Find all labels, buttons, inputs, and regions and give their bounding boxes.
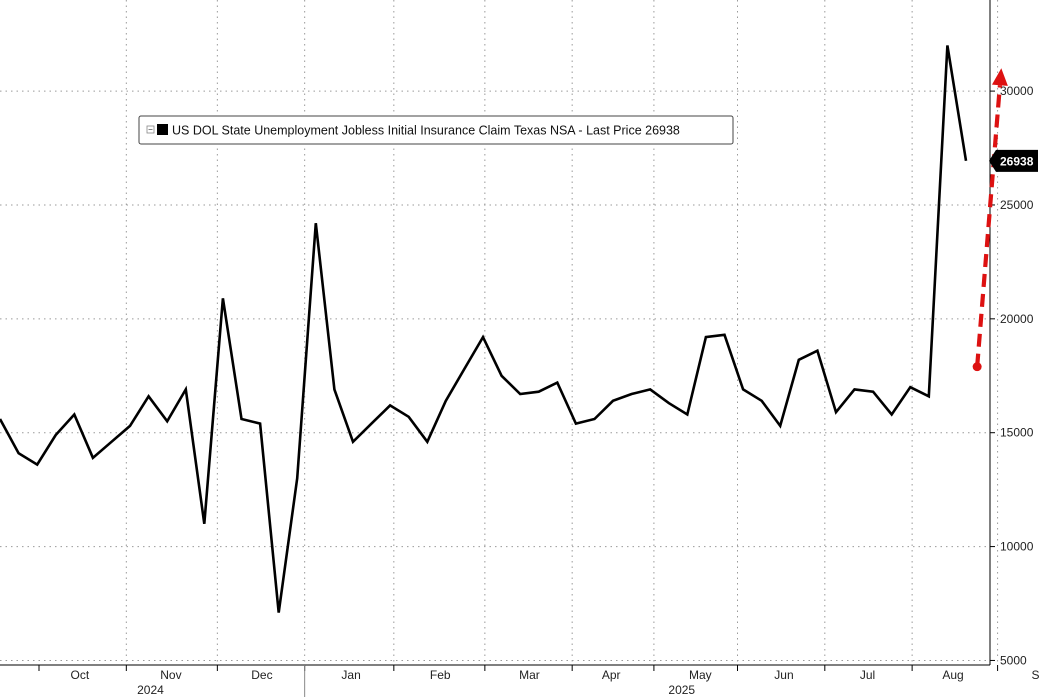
legend-box: [138, 115, 734, 145]
year-label: 2024: [137, 683, 164, 697]
month-label: Aug: [942, 668, 963, 682]
last-price-label: 26938: [1000, 154, 1034, 168]
y-tick-label: 30000: [1000, 84, 1034, 98]
year-label: 2025: [668, 683, 695, 697]
y-tick-label: 20000: [1000, 312, 1034, 326]
month-label: Jan: [341, 668, 360, 682]
last-price-tag: [989, 149, 1038, 172]
x-tick-labels: Oct Nov Dec Jan Feb Mar Apr May Jun Jul Aug Sep 2024…: [71, 668, 1039, 697]
y-tick-label: 10000: [1000, 540, 1034, 554]
month-label: Jun: [774, 668, 793, 682]
month-label: Sep: [1031, 668, 1039, 682]
last-price: 26938: [989, 149, 1038, 172]
month-label: Jul: [860, 668, 875, 682]
legend-label: US DOL State Unemployment Jobless Initia…: [172, 124, 680, 138]
axes: [0, 0, 999, 697]
y-tick-label: 25000: [1000, 198, 1034, 212]
legend: US DOL State Unemployment Jobless Initia…: [138, 115, 734, 145]
series-line: [0, 45, 968, 613]
month-label: Nov: [160, 668, 181, 682]
y-tick-label: 15000: [1000, 426, 1034, 440]
y-tick-labels: 5000 10000 15000 20000 25000 30000: [1000, 84, 1034, 667]
series: [0, 45, 968, 613]
month-label: Mar: [519, 668, 540, 682]
annotations: [972, 68, 1008, 372]
month-label: Apr: [602, 668, 621, 682]
month-label: May: [689, 668, 712, 682]
month-label: Dec: [251, 668, 272, 682]
red-up-arrow-shaft: [975, 85, 1003, 367]
red-up-arrow-head: [992, 68, 1008, 86]
gridlines: [0, 0, 999, 665]
y-tick-label: 5000: [1000, 653, 1027, 667]
legend-swatch: [157, 124, 168, 135]
month-label: Feb: [430, 668, 451, 682]
month-label: Oct: [71, 668, 90, 682]
